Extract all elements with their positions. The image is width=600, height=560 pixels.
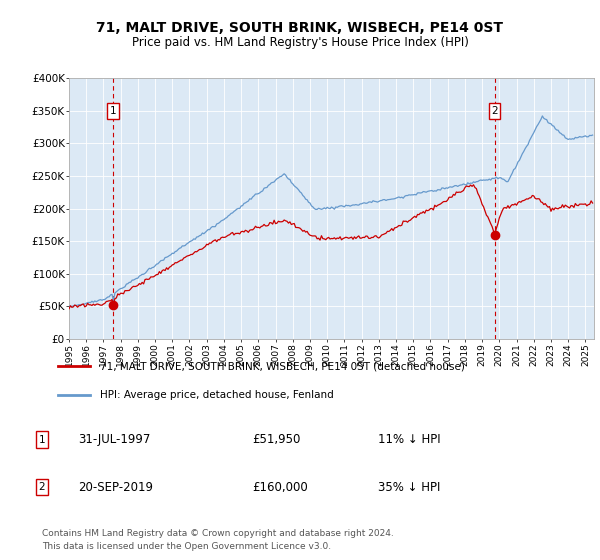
Text: 1: 1 xyxy=(38,435,46,445)
Text: £160,000: £160,000 xyxy=(252,480,308,494)
Text: 35% ↓ HPI: 35% ↓ HPI xyxy=(378,480,440,494)
Text: 2: 2 xyxy=(38,482,46,492)
Text: 71, MALT DRIVE, SOUTH BRINK, WISBECH, PE14 0ST (detached house): 71, MALT DRIVE, SOUTH BRINK, WISBECH, PE… xyxy=(100,361,465,371)
Text: 31-JUL-1997: 31-JUL-1997 xyxy=(78,433,151,446)
Text: 11% ↓ HPI: 11% ↓ HPI xyxy=(378,433,440,446)
Text: 20-SEP-2019: 20-SEP-2019 xyxy=(78,480,153,494)
Text: HPI: Average price, detached house, Fenland: HPI: Average price, detached house, Fenl… xyxy=(100,390,334,400)
Text: Contains HM Land Registry data © Crown copyright and database right 2024.
This d: Contains HM Land Registry data © Crown c… xyxy=(42,529,394,550)
Text: £51,950: £51,950 xyxy=(252,433,301,446)
Text: 1: 1 xyxy=(110,106,117,116)
Text: Price paid vs. HM Land Registry's House Price Index (HPI): Price paid vs. HM Land Registry's House … xyxy=(131,36,469,49)
Text: 2: 2 xyxy=(491,106,498,116)
Text: 71, MALT DRIVE, SOUTH BRINK, WISBECH, PE14 0ST: 71, MALT DRIVE, SOUTH BRINK, WISBECH, PE… xyxy=(97,21,503,35)
